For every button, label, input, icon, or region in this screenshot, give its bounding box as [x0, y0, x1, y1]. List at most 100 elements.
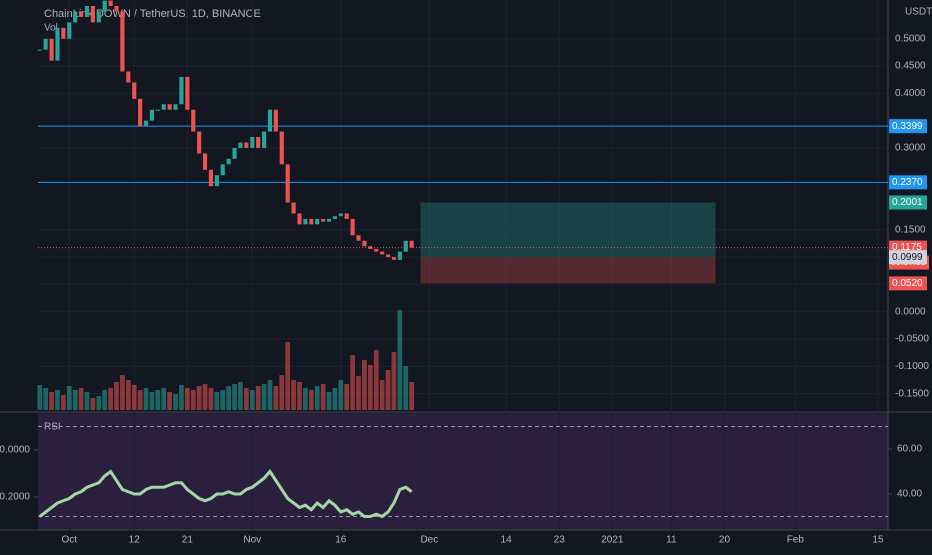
volume-bar [149, 392, 155, 410]
x-tick-label: 20 [719, 535, 731, 546]
stop-zone [420, 257, 716, 284]
volume-bar [238, 382, 243, 410]
candle-body [244, 142, 249, 148]
y-tick-label: 0.4000 [895, 88, 926, 99]
rsi-tick-label: 40.00 [897, 489, 922, 500]
candle-body [132, 82, 137, 99]
volume-bar [249, 390, 255, 410]
volume-bar [214, 392, 220, 410]
candle-body [409, 240, 414, 248]
price-tag-label: 0.3399 [892, 121, 923, 132]
volume-bar [190, 390, 196, 410]
volume-bar [125, 380, 131, 410]
volume-bar [379, 380, 385, 410]
price-tag [889, 276, 927, 291]
candle-body [90, 6, 95, 23]
volume-bar [332, 388, 338, 410]
candle-body [267, 109, 273, 132]
candle-body [208, 169, 214, 187]
candle-body [273, 109, 278, 132]
volume-bar [220, 390, 226, 410]
candle-body [61, 27, 66, 39]
candle-body [391, 257, 397, 260]
price-tag [889, 119, 927, 134]
candle-body [37, 49, 42, 51]
volume-bar [161, 388, 167, 410]
candle-body [238, 142, 243, 148]
candle-body [120, 11, 125, 72]
candle-body [49, 38, 54, 61]
volume-bar [373, 350, 379, 410]
x-tick-label: 2021 [601, 535, 624, 546]
volume-bar [143, 388, 149, 410]
volume-bar [273, 386, 279, 410]
volume-bar [338, 380, 344, 410]
candle-body [202, 153, 208, 170]
candle-body [214, 175, 219, 187]
candle-body [43, 38, 48, 50]
currency: USDT [905, 7, 932, 18]
volume-bar [102, 390, 108, 410]
candle-body [315, 218, 320, 225]
volume-bar [55, 390, 60, 410]
volume-bar [362, 360, 367, 410]
candle-body [303, 218, 308, 225]
price-tag-label: 0.0999 [892, 252, 923, 263]
candle-body [285, 164, 290, 203]
volume-bar [84, 392, 90, 410]
candle-body [291, 202, 296, 214]
volume-bar [90, 398, 96, 410]
volume-bar [308, 390, 314, 410]
candle-body [368, 246, 373, 249]
candle-body [380, 251, 385, 255]
volume-bar [155, 390, 161, 410]
volume-bar [279, 375, 285, 410]
candle-body [232, 147, 237, 159]
candle-body [149, 109, 154, 121]
price-tag [889, 195, 927, 210]
volume-bar [291, 380, 296, 410]
volume-bar [267, 380, 273, 410]
volume-bar [96, 396, 102, 410]
rsi-tick-label: 60.00 [897, 444, 922, 455]
candle-body [256, 137, 261, 148]
candle-body [155, 109, 160, 111]
volume-label: Vol [44, 23, 58, 34]
price-tag-label: 0.0520 [892, 278, 923, 289]
price-tag-label: 0.2370 [892, 177, 923, 188]
volume-bar [78, 388, 84, 410]
candle-body [126, 71, 131, 83]
volume-bar [202, 384, 208, 410]
candle-body [226, 158, 231, 165]
y-tick-label: -0.1000 [895, 361, 929, 372]
candle-body [309, 218, 314, 225]
volume-bar [37, 385, 43, 410]
volume-bar [409, 382, 415, 410]
candle-body [185, 76, 190, 110]
x-tick-label: 14 [501, 535, 513, 546]
candle-body [197, 131, 202, 154]
volume-bar [261, 384, 267, 410]
volume-bar [108, 388, 113, 410]
volume-bar [66, 386, 72, 410]
candle-body [332, 216, 337, 219]
candle-body [108, 0, 113, 6]
candle-body [167, 104, 172, 110]
candle-body [138, 98, 143, 127]
y-tick-label: -0.0500 [895, 334, 929, 345]
volume-bar [184, 388, 190, 410]
x-tick-label: 23 [554, 535, 566, 546]
candle-body [362, 240, 367, 247]
volume-bar [173, 394, 178, 410]
x-tick-label: Dec [420, 535, 438, 546]
volume-bar [226, 386, 232, 410]
x-tick-label: Feb [787, 535, 805, 546]
volume-bar [303, 388, 308, 410]
price-tag [889, 250, 927, 265]
candle-body [84, 6, 90, 17]
volume-bar [49, 392, 54, 410]
volume-bar [43, 388, 49, 410]
candle-body [297, 213, 302, 225]
volume-bar [72, 390, 78, 410]
